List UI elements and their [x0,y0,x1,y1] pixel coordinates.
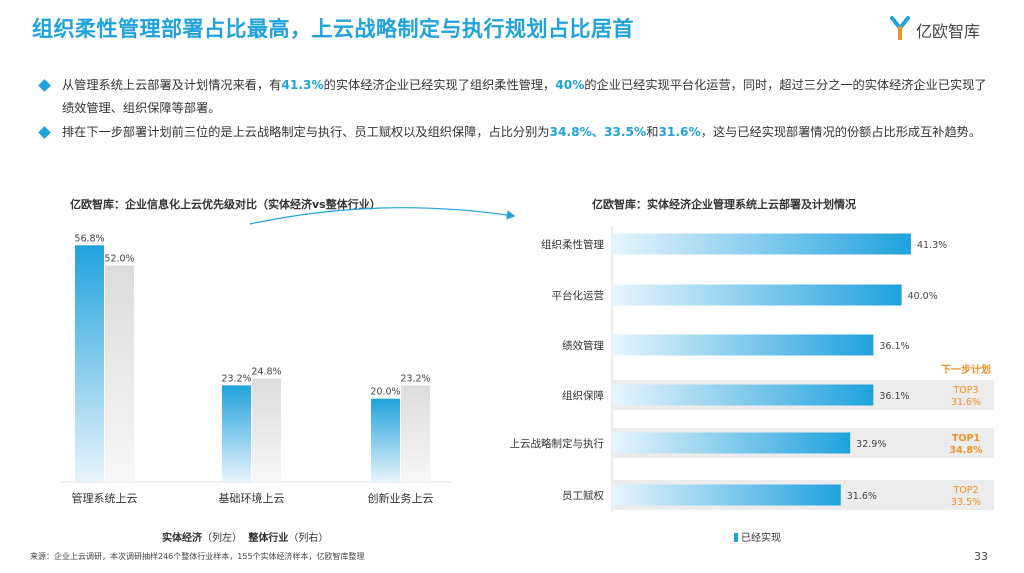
category-label: 组织柔性管理 [541,238,604,251]
summary-bullets: 从管理系统上云部署及计划情况来看，有41.3%的实体经济企业已经实现了组织柔性管… [38,74,998,145]
bullet-text: 排在下一步部署计划前三位的是上云战略制定与执行、员工赋权以及组织保障，占比分别为… [62,125,981,139]
highlight-text: 41.3% [281,78,324,92]
bullet-segment: 从管理系统上云部署及计划情况来看，有 [62,78,282,92]
next-plan-value: 33.5% [951,497,981,508]
bullet-text: 从管理系统上云部署及计划情况来看，有41.3%的实体经济企业已经实现了组织柔性管… [62,78,987,115]
category-label: 组织保障 [562,389,604,402]
bar-whole-industry [252,378,281,482]
next-plan-label: 下一步计划 [941,363,991,376]
bar-implemented [612,484,841,506]
legend-note-1: （列左） [202,533,242,544]
data-label: 23.2% [400,373,430,384]
bullet-segment: 的企业已经实现平台化运营，同时，超过三分之一的实体经济企业已实现了绩效管理、组织… [62,78,987,115]
data-label: 36.1% [879,341,909,352]
legend-series-2: 整体行业 [248,533,289,544]
highlight-text: 34.8%、33.5% [549,125,647,139]
data-label: 23.2% [221,373,251,384]
next-plan-rank: TOP1 [952,433,980,444]
category-label: 上云战略制定与执行 [510,437,605,450]
category-label: 创新业务上云 [368,491,434,505]
bullet-segment: 排在下一步部署计划前三位的是上云战略制定与执行、员工赋权以及组织保障，占比分别为 [62,125,550,139]
bar-whole-industry [401,385,430,482]
right-bar-chart: 41.3% 组织柔性管理 40.0% 平台化运营 36.1% 绩效管理 36.1% 组织保障 T… [510,226,994,512]
page-number: 33 [974,550,988,563]
yiou-logo-icon [890,16,910,40]
data-label: 36.1% [879,391,909,402]
highlight-text: 40% [555,78,585,92]
data-label: 20.0% [370,387,400,398]
bar-implemented [612,384,874,406]
bar-implemented [612,334,874,356]
bullet-segment: ，这与已经实现部署情况的份额占比形成互补趋势。 [700,125,982,139]
bar-implemented [612,432,851,454]
bar-entity-economy [222,385,251,482]
category-label: 绩效管理 [562,339,604,352]
category-label: 员工赋权 [562,489,604,502]
data-label: 56.8% [74,233,104,244]
bar-implemented [612,233,911,255]
data-label: 40.0% [908,291,938,302]
right-legend: 已经实现 [734,529,781,544]
right-chart-title: 亿欧智库：实体经济企业管理系统上云部署及计划情况 [592,198,856,211]
bullet-2: 排在下一步部署计划前三位的是上云战略制定与执行、员工赋权以及组织保障，占比分别为… [38,121,998,144]
data-label: 24.8% [251,367,281,378]
highlight-text: 31.6% [658,125,701,139]
legend-note-2: （列右） [288,533,329,544]
bar-whole-industry [105,265,134,482]
next-plan-rank: TOP3 [952,385,978,396]
source-note: 来源：企业上云调研，本次调研抽样246个整体行业样本，155个实体经济样本，亿欧… [30,552,365,561]
bullet-segment: 的实体经济企业已经实现了组织柔性管理， [323,78,556,92]
category-label: 管理系统上云 [72,491,138,505]
left-chart-title: 亿欧智库：企业信息化上云优先级对比（实体经济vs整体行业） [70,198,381,211]
data-label: 32.9% [856,439,886,450]
category-label: 基础环境上云 [219,491,285,505]
left-bar-chart: 56.8%52.0%管理系统上云23.2%24.8%基础环境上云20.0%23.… [60,233,452,505]
bar-implemented [612,284,902,306]
legend-series-1: 实体经济 [162,533,202,544]
data-label: 52.0% [104,253,134,264]
logo-text: 亿欧智库 [916,22,981,41]
bullet-segment: 和 [646,125,659,139]
bullet-1: 从管理系统上云部署及计划情况来看，有41.3%的实体经济企业已经实现了组织柔性管… [38,74,998,120]
data-label: 41.3% [917,240,947,251]
connector-arrow [249,207,516,225]
legend-swatch [734,533,738,542]
page-title: 组织柔性管理部署占比最高，上云战略制定与执行规划占比居首 [32,17,634,41]
bar-entity-economy [371,398,400,482]
next-plan-rank: TOP2 [952,485,978,496]
bar-entity-economy [75,245,104,482]
next-plan-value: 34.8% [950,445,983,456]
legend-label: 已经实现 [741,533,781,544]
category-label: 平台化运营 [552,289,605,302]
next-plan-value: 31.6% [951,397,981,408]
left-legend: 实体经济（列左） 整体行业（列右） [162,529,328,544]
data-label: 31.6% [847,491,877,502]
